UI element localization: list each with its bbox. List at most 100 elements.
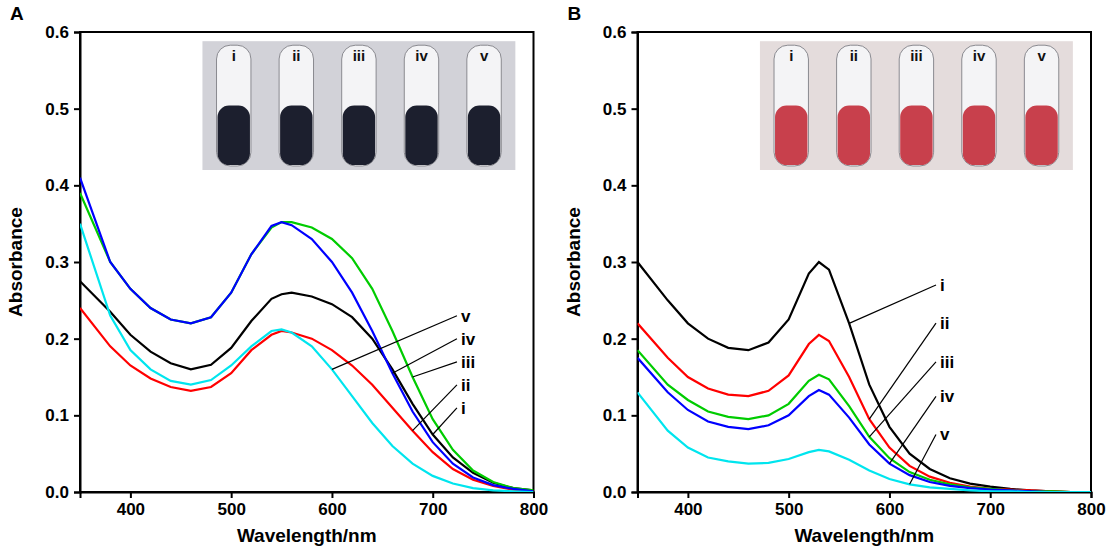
y-tick-label: 0.0 — [45, 483, 69, 502]
y-tick: 0.3 — [603, 253, 638, 272]
leader-line — [869, 323, 936, 419]
tube-liquid — [280, 106, 312, 165]
curve-label: iii — [461, 353, 475, 372]
tube-label: ii — [850, 47, 858, 64]
tube-liquid — [218, 106, 250, 165]
curve-label: i — [940, 276, 945, 295]
y-tick: 0.5 — [45, 100, 80, 119]
y-tick: 0.5 — [603, 100, 638, 119]
y-tick: 0.2 — [603, 330, 638, 349]
tube-label: i — [232, 47, 236, 64]
panel: 4005006007008000.00.10.20.30.40.50.6iiii… — [563, 3, 1106, 546]
tube-liquid — [963, 106, 995, 165]
tube-liquid — [468, 106, 500, 165]
curve-label: iv — [461, 330, 476, 349]
tube-label: iv — [415, 47, 428, 64]
inset-photo: iiiiiiivv — [202, 41, 515, 170]
tube-liquid — [343, 106, 375, 165]
x-axis-line — [638, 493, 1092, 499]
spectrum-line — [638, 350, 1092, 492]
tube-label: ii — [292, 47, 300, 64]
x-tick: 500 — [775, 492, 803, 519]
y-tick-label: 0.5 — [45, 100, 69, 119]
spectrum-line — [80, 281, 534, 490]
x-tick-label: 700 — [977, 500, 1005, 519]
spectrum-line — [638, 358, 1092, 492]
plot-area — [80, 178, 534, 492]
curve-labels: iiiiiiivv — [849, 276, 955, 484]
y-axis-title: Absorbance — [563, 207, 584, 317]
x-tick: 700 — [977, 492, 1005, 519]
y-tick-label: 0.4 — [45, 176, 69, 195]
curve-label: iv — [940, 387, 955, 406]
inset-background — [760, 41, 1073, 170]
y-tick-label: 0.2 — [45, 330, 69, 349]
curve-label: ii — [940, 314, 949, 333]
spectrum-line — [638, 323, 1092, 492]
figure: 4005006007008000.00.10.20.30.40.50.6iiii… — [0, 0, 1115, 554]
x-tick: 500 — [217, 492, 245, 519]
leader-line — [869, 362, 936, 437]
spectrum-line — [638, 262, 1092, 492]
plot-frame — [638, 32, 1092, 492]
x-tick-label: 800 — [1077, 500, 1105, 519]
x-tick-label: 600 — [876, 500, 904, 519]
tube-label: v — [1037, 47, 1046, 64]
tube — [774, 45, 808, 166]
x-tick-label: 700 — [419, 500, 447, 519]
tube — [899, 45, 933, 166]
y-tick-label: 0.5 — [603, 100, 627, 119]
x-tick-label: 800 — [520, 500, 548, 519]
y-tick-label: 0.3 — [603, 253, 627, 272]
tube — [404, 45, 438, 166]
leader-line — [433, 408, 457, 435]
y-tick-label: 0.0 — [603, 483, 627, 502]
tube — [467, 45, 501, 166]
y-tick: 0.6 — [603, 23, 638, 42]
curve-label: iii — [940, 353, 954, 372]
x-axis-title: Wavelength/nm — [237, 525, 377, 546]
x-tick: 400 — [674, 492, 702, 519]
tube — [1024, 45, 1058, 166]
tube-liquid — [900, 106, 932, 165]
tube-label: v — [480, 47, 489, 64]
x-tick: 400 — [117, 492, 145, 519]
spectrum-line — [80, 178, 534, 492]
y-tick-label: 0.1 — [45, 406, 69, 425]
y-tick: 0.6 — [45, 23, 80, 42]
y-tick: 0.1 — [45, 406, 80, 425]
curve-label: ii — [461, 376, 470, 395]
plot-area — [638, 262, 1092, 492]
x-tick-label: 400 — [117, 500, 145, 519]
curve-label: v — [461, 307, 471, 326]
leader-line — [889, 396, 936, 463]
y-tick: 0.0 — [45, 483, 80, 502]
leader-line — [392, 339, 457, 373]
x-axis-line — [81, 493, 535, 499]
y-axis: 0.00.10.20.30.40.50.6 — [603, 23, 638, 502]
leader-line — [332, 316, 457, 370]
y-tick: 0.1 — [603, 406, 638, 425]
spectrum-line — [80, 224, 534, 492]
y-tick-label: 0.1 — [603, 406, 627, 425]
x-axis: 400 500 600 700 800 — [81, 492, 549, 519]
x-axis-title: Wavelength/nm — [794, 525, 934, 546]
y-tick-label: 0.2 — [603, 330, 627, 349]
x-tick-label: 500 — [775, 500, 803, 519]
y-tick: 0.4 — [45, 176, 80, 195]
tube-liquid — [405, 106, 437, 165]
plot-frame — [80, 32, 534, 492]
spectrum-line — [638, 392, 1092, 492]
x-tick: 700 — [419, 492, 447, 519]
leader-line — [413, 362, 457, 377]
panel: 4005006007008000.00.10.20.30.40.50.6iiii… — [5, 3, 548, 546]
x-tick: 800 — [1077, 492, 1105, 519]
inset-background — [202, 41, 515, 170]
x-tick-label: 500 — [217, 500, 245, 519]
x-tick: 600 — [318, 492, 346, 519]
y-tick-label: 0.3 — [45, 253, 69, 272]
y-tick-label: 0.6 — [45, 23, 69, 42]
y-axis: 0.0 0.1 0.2 0.3 0.4 0.5 0.6 — [45, 23, 80, 502]
tube-label: iv — [973, 47, 986, 64]
curve-labels: iiiiiiivv — [332, 307, 476, 435]
